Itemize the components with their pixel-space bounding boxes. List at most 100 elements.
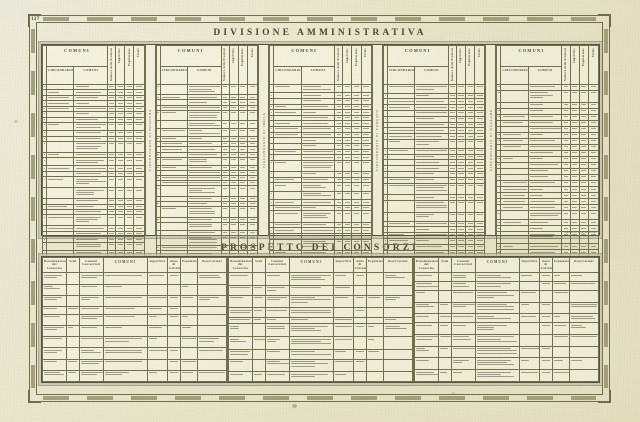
numeric-column-header: Numero delle Frazioni — [334, 45, 344, 85]
numeric-value — [458, 135, 464, 137]
totale-cell — [246, 120, 259, 130]
totale-cell — [246, 250, 259, 257]
table-row — [228, 294, 413, 309]
text-line — [530, 140, 556, 142]
numeric-column-header-label: Totale — [137, 47, 141, 57]
frazioni-cell — [106, 121, 117, 132]
text-line — [80, 351, 101, 353]
numeric-value — [450, 173, 455, 175]
text-line — [302, 179, 329, 181]
numeric-value — [572, 221, 578, 223]
numeric-value — [354, 184, 360, 186]
numeric-value — [344, 229, 350, 231]
text-line — [189, 182, 220, 184]
numeric-value — [563, 140, 569, 142]
comuni-group-header: COMUNI — [46, 44, 108, 68]
numeric-value — [231, 247, 237, 249]
text-line — [335, 338, 352, 340]
popolazione-cell — [179, 306, 198, 315]
numeric-value — [476, 141, 483, 143]
text-line — [266, 373, 285, 375]
sede-header: Sede — [65, 256, 80, 274]
numeric-value — [590, 122, 597, 124]
text-line — [275, 229, 294, 231]
superficie-cell — [228, 128, 239, 137]
text-line — [189, 122, 215, 124]
text-line — [416, 228, 430, 230]
consorzio-name-cell — [414, 313, 439, 324]
anno-istituzione-header: Anno di Istituzione — [167, 256, 181, 274]
popolazione-header: Popolazione — [365, 256, 384, 274]
numeric-value — [170, 308, 178, 310]
comuni-consorziati-cell — [78, 369, 104, 383]
numeric-value — [222, 218, 228, 220]
text-line — [416, 167, 440, 169]
numeric-value — [467, 129, 473, 131]
text-line — [530, 233, 556, 235]
numeric-value — [563, 146, 569, 148]
anno-istituzione-cell — [539, 301, 553, 315]
sede-cell — [437, 313, 452, 324]
text-line — [521, 292, 537, 294]
numeric-value — [126, 102, 132, 104]
superficie-cell — [146, 335, 169, 349]
text-line — [44, 329, 57, 331]
table-row — [382, 211, 486, 222]
frazioni-cell — [447, 211, 457, 222]
numeric-value — [336, 117, 341, 119]
numeric-value — [136, 113, 142, 115]
table-row — [228, 371, 413, 382]
comuni-compresi-cell — [474, 369, 520, 382]
text-line — [416, 155, 435, 157]
numeric-value — [590, 128, 597, 130]
text-line — [416, 196, 435, 198]
osservazioni-cell — [568, 281, 599, 291]
text-line — [80, 327, 97, 329]
popolazione-cell — [551, 289, 570, 303]
numeric-value — [581, 116, 587, 118]
numeric-value — [344, 145, 350, 147]
numeric-value — [249, 187, 256, 189]
frazioni-cell — [447, 83, 457, 94]
table-row — [269, 83, 372, 94]
text-line — [290, 319, 309, 321]
text-line — [149, 327, 163, 329]
numeric-value — [344, 252, 350, 254]
circondario-cell — [46, 140, 75, 153]
numeric-value — [117, 200, 123, 202]
numeric-value — [231, 138, 237, 140]
text-line — [389, 129, 414, 131]
numeric-value — [109, 167, 114, 169]
numeric-value — [117, 118, 123, 120]
text-line — [530, 134, 544, 136]
text-line — [275, 235, 299, 237]
text-line — [502, 206, 524, 208]
totale-cell — [246, 185, 259, 197]
text-line — [476, 285, 501, 287]
frazioni-cell — [220, 185, 230, 197]
table-row — [41, 121, 145, 132]
text-line — [149, 338, 157, 340]
numeric-value — [458, 222, 464, 224]
numeric-value — [126, 118, 132, 120]
table-row — [496, 107, 599, 115]
lower-table: Denominazione del Consorzio Sede Comuni Co… — [414, 256, 599, 382]
numeric-value — [240, 224, 246, 226]
text-line — [80, 349, 94, 351]
numeric-value — [458, 202, 464, 204]
numeric-value — [249, 203, 256, 205]
text-line — [189, 218, 213, 220]
numeric-value — [450, 228, 455, 230]
table-row — [155, 185, 259, 197]
consorzio-name-cell — [42, 358, 67, 371]
comuni-cell — [414, 211, 449, 222]
table-row — [382, 176, 486, 184]
text-line — [104, 327, 123, 329]
text-line — [530, 238, 561, 240]
text-line — [266, 363, 289, 365]
text-line — [104, 340, 129, 342]
numeric-value — [109, 216, 114, 218]
text-line — [189, 224, 213, 226]
numeric-value — [467, 202, 473, 204]
text-line — [80, 285, 97, 287]
